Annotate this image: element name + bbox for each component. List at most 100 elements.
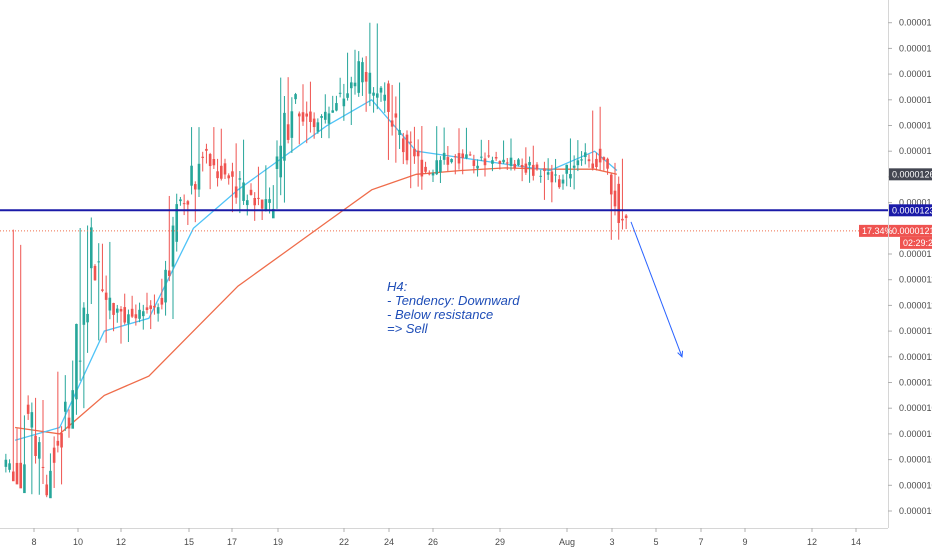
note-line-1: H4: bbox=[387, 279, 408, 294]
x-tick-label: 8 bbox=[31, 537, 36, 547]
x-tick-label: 12 bbox=[116, 537, 126, 547]
candle bbox=[34, 397, 37, 464]
candle bbox=[446, 146, 450, 172]
candle bbox=[483, 152, 487, 177]
candle bbox=[346, 52, 349, 101]
candle bbox=[383, 82, 387, 113]
note-line-2: - Tendency: Downward bbox=[387, 293, 520, 308]
candle bbox=[550, 164, 554, 203]
candle bbox=[602, 156, 606, 171]
candle bbox=[479, 139, 483, 162]
candle bbox=[621, 158, 624, 230]
candle bbox=[275, 140, 279, 209]
analysis-note[interactable]: H4: - Tendency: Downward - Below resista… bbox=[387, 280, 519, 336]
svg-text:02:29:25: 02:29:25 bbox=[903, 238, 932, 248]
candle bbox=[524, 147, 528, 175]
y-tick-label: 0.00001180 bbox=[899, 275, 932, 285]
candle bbox=[249, 183, 253, 196]
candle bbox=[606, 157, 609, 175]
candle bbox=[82, 302, 86, 409]
candle bbox=[4, 453, 8, 473]
candle bbox=[78, 228, 82, 381]
candle bbox=[557, 175, 561, 189]
candle bbox=[353, 49, 357, 95]
candle bbox=[576, 140, 580, 172]
candle bbox=[112, 302, 115, 332]
time-axis[interactable]: 8 10 12 15 17 19 22 24 26 29 Aug 3 5 7 9 12 14 bbox=[31, 528, 861, 547]
candle bbox=[546, 158, 550, 181]
last-price-badge: 0.00001218 bbox=[889, 224, 932, 237]
candle bbox=[442, 127, 446, 165]
y-tick-label: 0.00001100 bbox=[899, 378, 932, 388]
x-tick-label: 22 bbox=[339, 537, 349, 547]
candle bbox=[67, 409, 71, 438]
candle bbox=[52, 436, 56, 488]
x-tick-label: 9 bbox=[742, 537, 747, 547]
y-tick-label: 0.00001200 bbox=[899, 249, 932, 259]
candle bbox=[505, 158, 509, 170]
y-tick-label: 0.00001160 bbox=[899, 300, 932, 310]
candle bbox=[416, 139, 420, 187]
candle bbox=[494, 151, 498, 161]
candle bbox=[86, 225, 89, 353]
x-tick-label: 26 bbox=[428, 537, 438, 547]
candle bbox=[323, 94, 327, 124]
x-tick-label: 7 bbox=[698, 537, 703, 547]
resistance-badge: 0.00001234 bbox=[889, 204, 932, 217]
projection-arrow[interactable] bbox=[630, 221, 684, 358]
candle bbox=[208, 152, 212, 190]
y-tick-label: 0.00001240 bbox=[899, 198, 932, 208]
x-tick-label: 15 bbox=[184, 537, 194, 547]
candle bbox=[561, 174, 565, 190]
candle bbox=[335, 95, 338, 112]
x-tick-label: 19 bbox=[273, 537, 283, 547]
svg-text:0.00001218: 0.00001218 bbox=[892, 226, 932, 236]
candle bbox=[283, 95, 286, 203]
candle bbox=[15, 428, 19, 485]
candle bbox=[476, 159, 479, 177]
y-tick-label: 0.00001120 bbox=[899, 352, 932, 362]
candle bbox=[216, 158, 219, 187]
y-tick-label: 0.00001300 bbox=[899, 121, 932, 131]
candle bbox=[424, 161, 427, 174]
candle bbox=[97, 243, 101, 341]
x-tick-label: 5 bbox=[653, 537, 658, 547]
candle bbox=[245, 194, 249, 216]
candle bbox=[294, 92, 297, 104]
candle bbox=[413, 126, 416, 164]
candle bbox=[286, 77, 290, 144]
candle bbox=[11, 229, 15, 482]
candle bbox=[238, 171, 242, 214]
candle bbox=[468, 151, 472, 156]
candle bbox=[613, 162, 617, 216]
svg-text:17.34%: 17.34% bbox=[862, 226, 893, 236]
candle bbox=[569, 138, 572, 187]
candle bbox=[60, 426, 63, 485]
candle bbox=[409, 131, 413, 189]
candle bbox=[108, 241, 112, 320]
candle bbox=[175, 193, 179, 252]
candle bbox=[595, 152, 598, 171]
candle bbox=[182, 194, 186, 216]
candle bbox=[528, 156, 531, 183]
candle bbox=[123, 293, 127, 325]
candle bbox=[115, 304, 119, 323]
candle bbox=[104, 275, 108, 343]
candle bbox=[450, 158, 453, 164]
candle bbox=[71, 360, 75, 429]
candle bbox=[253, 192, 257, 221]
candle bbox=[160, 278, 164, 310]
candle bbox=[171, 216, 175, 320]
candle bbox=[431, 169, 435, 182]
candle bbox=[338, 77, 342, 98]
candle bbox=[231, 162, 234, 213]
candle bbox=[587, 154, 591, 168]
candle bbox=[457, 128, 461, 170]
price-axis[interactable]: 0.00001000 0.00001020 0.00001040 0.00001060… bbox=[0, 0, 932, 529]
candle bbox=[279, 77, 283, 196]
candle bbox=[201, 151, 205, 172]
candle bbox=[242, 139, 245, 205]
candle bbox=[56, 371, 60, 453]
y-tick-label: 0.00001320 bbox=[899, 95, 932, 105]
